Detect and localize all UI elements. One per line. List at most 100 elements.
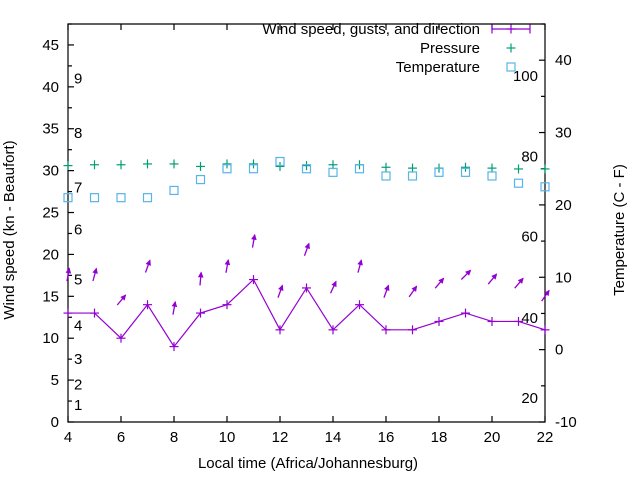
fahrenheit-label: 100 (513, 68, 538, 85)
pressure-marker (249, 159, 258, 169)
wind-speed-marker (328, 325, 338, 335)
wind-speed-marker (408, 325, 417, 335)
pressure-marker (381, 162, 391, 172)
x-axis-title: Local time (Africa/Johannesburg) (198, 455, 418, 472)
temperature-marker (460, 167, 471, 177)
legend-label: Temperature (396, 59, 480, 76)
arrow-head (171, 300, 178, 308)
arrow-head (411, 285, 418, 292)
x-tick-label: 22 (537, 429, 554, 446)
beaufort-label: 5 (74, 272, 82, 289)
wind-direction-arrow (197, 271, 204, 286)
temperature-marker (354, 164, 365, 174)
plot-border (67, 23, 546, 423)
pressure-marker (540, 164, 550, 174)
pressure-marker (222, 159, 232, 169)
y-tick-label: 25 (42, 205, 59, 222)
wind-speed-marker (143, 300, 152, 310)
arrow-head (384, 284, 390, 291)
legend-label: Pressure (420, 40, 480, 57)
wind-speed-marker (90, 308, 99, 318)
wind-direction-arrow (434, 277, 445, 289)
beaufort-label: 3 (74, 351, 82, 368)
wind-speed-marker (434, 316, 444, 326)
legend-sample-temperature (506, 62, 516, 72)
wind-direction-arrow (460, 269, 472, 280)
wind-speed-marker (196, 308, 205, 318)
beaufort-scale-labels: 1 2 3 4 5 6 7 8 9 (74, 70, 82, 414)
arrow-head (278, 284, 284, 291)
beaufort-label: 1 (74, 397, 82, 414)
arrow-head (491, 273, 498, 280)
arrow-head (438, 277, 445, 284)
temperature-marker (407, 171, 418, 181)
beaufort-label: 4 (74, 318, 82, 335)
y2-tick-label: 40 (555, 52, 572, 69)
arrow-head (357, 259, 363, 266)
x-tick-label: 16 (378, 429, 395, 446)
temperature-marker (248, 164, 259, 174)
arrow-head (543, 289, 550, 297)
arrow-head (517, 277, 524, 284)
y2-tick-label: 0 (555, 342, 563, 359)
wind-speed-marker (275, 325, 285, 335)
x-tick-label: 6 (117, 429, 125, 446)
temperature-marker (487, 171, 497, 181)
wind-speed-marker (302, 283, 311, 293)
y-tick-label: 45 (42, 37, 59, 54)
wind-speed-marker (249, 275, 258, 285)
wind-speed-marker (63, 308, 73, 318)
arrow-head (251, 233, 257, 241)
x-tick-label: 18 (431, 429, 448, 446)
y-tick-label: 40 (42, 79, 59, 96)
pressure-marker (63, 161, 73, 171)
arrow-head (304, 242, 310, 250)
arrow-head (197, 271, 204, 278)
arrow-head (92, 267, 98, 274)
arrow-head (65, 267, 72, 274)
temperature-marker (169, 185, 179, 196)
arrow-head (465, 269, 472, 276)
wind-speed-marker (169, 342, 179, 352)
temperature-marker (434, 167, 444, 177)
wind-direction-arrow (487, 273, 498, 285)
pressure-marker (143, 159, 152, 169)
wind-direction-arrow (277, 284, 284, 298)
wind-direction-arrow (357, 259, 363, 273)
pressure-marker (90, 160, 99, 170)
temperature-marker (381, 171, 391, 181)
fahrenheit-label: 40 (521, 310, 538, 327)
wind-direction-arrow (303, 242, 310, 256)
pressure-marker (302, 161, 311, 171)
pressure-marker (116, 160, 126, 170)
chart-legend: Wind speed, gusts, and direction Pressure… (262, 21, 531, 76)
temperature-marker (63, 193, 73, 203)
fahrenheit-label: 80 (521, 148, 538, 165)
y-tick-label: 5 (51, 372, 59, 389)
temperature-marker (89, 193, 100, 203)
arrow-head (224, 259, 231, 266)
arrow-head (145, 259, 151, 266)
y-tick-label: 15 (42, 288, 59, 305)
wind-speed-marker (487, 316, 497, 326)
x-tick-label: 8 (170, 429, 178, 446)
y-tick-label: 35 (42, 121, 59, 138)
wind-speed-marker (381, 325, 391, 335)
pressure-marker (487, 163, 497, 173)
beaufort-label: 2 (74, 376, 82, 393)
beaufort-label: 7 (74, 179, 82, 196)
wind-direction-arrow (383, 284, 390, 298)
temperature-marker (116, 193, 126, 203)
pressure-marker (461, 162, 470, 172)
temperature-marker (513, 178, 524, 188)
fahrenheit-scale-labels: 20 40 60 80 100 (513, 68, 538, 407)
data-series (63, 156, 550, 352)
temperature-marker (328, 167, 338, 177)
y2-axis-title: Temperature (C - F) (611, 164, 628, 296)
beaufort-label: 9 (74, 70, 82, 87)
y-axis-title: Wind speed (kn - Beaufort) (1, 140, 18, 319)
wind-direction-arrow (329, 280, 337, 294)
fahrenheit-label: 20 (521, 390, 538, 407)
